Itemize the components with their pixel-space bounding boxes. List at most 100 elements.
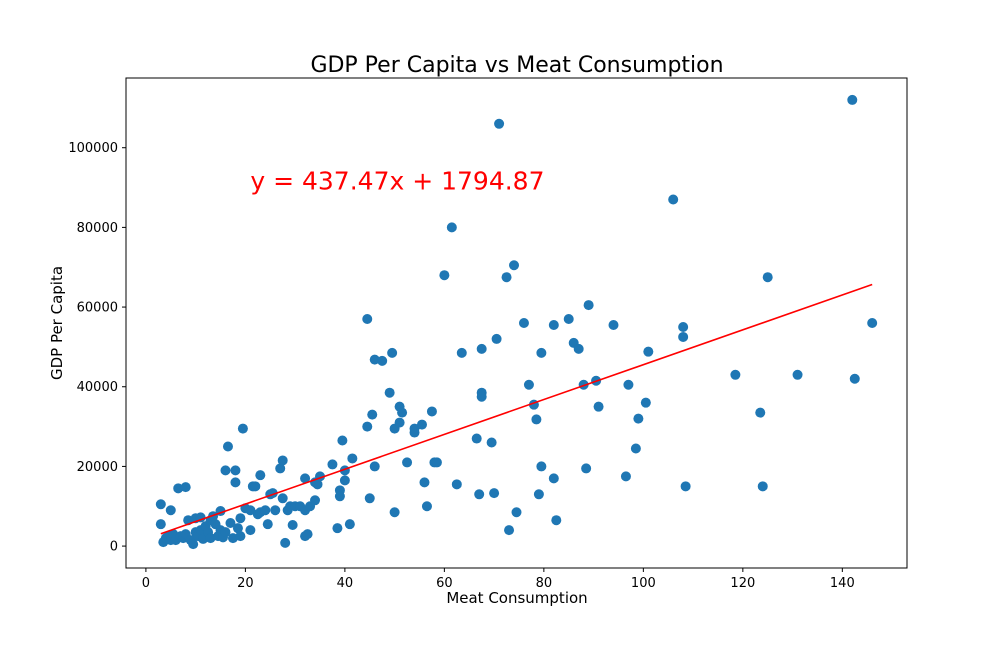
data-point: [334, 491, 345, 502]
data-point: [847, 94, 858, 105]
data-point: [367, 409, 378, 420]
data-point: [608, 319, 619, 330]
data-point: [431, 457, 442, 468]
y-tick-label: 20000: [77, 460, 118, 475]
data-point: [489, 488, 500, 499]
data-point: [300, 473, 311, 484]
data-point: [471, 433, 482, 444]
data-point: [232, 523, 243, 534]
data-point: [633, 413, 644, 424]
data-point: [302, 529, 313, 540]
plot-area-frame: [125, 77, 908, 569]
data-point: [476, 343, 487, 354]
x-axis-ticks: 0 20 40 60 80 100 120 140: [142, 568, 855, 591]
data-point: [220, 527, 231, 538]
data-point: [387, 347, 398, 358]
data-point: [867, 318, 878, 328]
data-point: [426, 406, 437, 417]
data-point: [230, 465, 241, 476]
data-point: [332, 523, 343, 534]
data-point: [419, 477, 430, 488]
x-tick-label: 120: [730, 576, 755, 591]
data-point: [620, 471, 631, 482]
data-point: [551, 515, 562, 526]
data-point: [225, 517, 236, 528]
data-point: [230, 477, 241, 488]
data-point: [235, 513, 246, 524]
data-point: [563, 314, 574, 325]
data-point: [640, 397, 651, 408]
data-point: [439, 270, 450, 281]
data-point: [474, 489, 485, 500]
data-point: [730, 369, 741, 380]
y-axis-label: GDP Per Capita: [48, 266, 66, 380]
chart-title: GDP Per Capita vs Meat Consumption: [310, 53, 723, 78]
y-tick-label: 0: [110, 540, 118, 555]
data-point: [180, 482, 191, 493]
data-point: [260, 505, 271, 516]
data-point: [250, 481, 261, 492]
data-point: [476, 391, 487, 402]
data-point: [451, 479, 462, 490]
regression-equation: y = 437.47x + 1794.87: [250, 167, 544, 196]
data-point: [270, 505, 281, 516]
data-points: [155, 94, 878, 550]
data-point: [394, 417, 405, 428]
regression-line-layer: [160, 283, 873, 535]
data-point: [287, 519, 298, 530]
data-point: [237, 423, 248, 434]
data-point: [397, 407, 408, 418]
data-point: [792, 369, 803, 380]
data-point: [262, 519, 273, 530]
data-point: [327, 459, 338, 470]
data-point: [494, 118, 505, 129]
data-point: [511, 507, 522, 518]
y-tick-label: 80000: [77, 221, 118, 236]
data-point: [548, 473, 559, 484]
data-point: [165, 505, 176, 516]
y-tick-label: 40000: [77, 380, 118, 395]
data-point: [347, 453, 358, 464]
data-point: [762, 272, 773, 283]
data-point: [755, 407, 766, 418]
data-point: [583, 300, 594, 311]
data-point: [456, 347, 467, 358]
data-point: [531, 414, 542, 425]
data-point: [384, 387, 395, 398]
data-point: [573, 343, 584, 354]
data-point: [523, 379, 534, 390]
data-point: [173, 483, 184, 494]
data-point: [486, 437, 497, 448]
data-point: [155, 499, 166, 510]
data-point: [536, 347, 547, 358]
data-point: [362, 314, 373, 325]
data-point: [402, 457, 413, 468]
data-point: [220, 465, 231, 476]
data-point: [680, 481, 691, 492]
data-point: [446, 222, 457, 233]
data-point: [678, 321, 689, 332]
y-axis-ticks: 0 20000 40000 60000 80000 100000: [68, 141, 126, 555]
data-point: [377, 355, 388, 366]
data-point: [255, 470, 266, 481]
data-point: [362, 421, 373, 432]
data-point: [518, 318, 529, 328]
data-point: [245, 525, 256, 536]
data-point: [310, 495, 321, 506]
data-point: [280, 537, 291, 548]
x-tick-label: 20: [237, 576, 254, 591]
y-tick-label: 60000: [77, 301, 118, 316]
data-point: [409, 423, 420, 434]
data-point: [222, 441, 233, 452]
data-point: [504, 525, 515, 536]
data-point: [593, 401, 604, 412]
data-point: [643, 346, 654, 357]
data-point: [509, 260, 520, 271]
data-point: [389, 507, 400, 518]
data-point: [277, 493, 288, 504]
x-tick-label: 60: [436, 576, 453, 591]
x-tick-label: 40: [337, 576, 354, 591]
data-point: [312, 479, 323, 490]
data-point: [339, 475, 350, 486]
